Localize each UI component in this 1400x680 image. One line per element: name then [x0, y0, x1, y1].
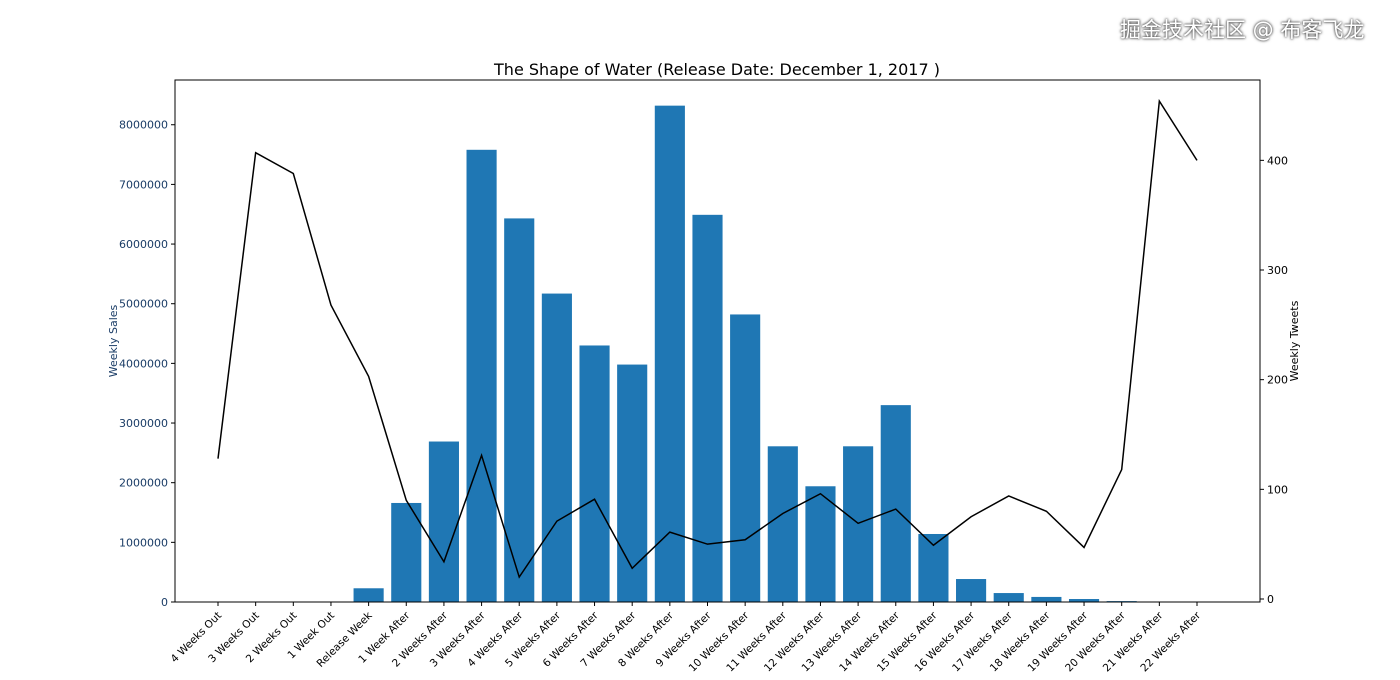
y-left-tick-label: 3000000	[119, 417, 168, 430]
bar	[655, 106, 685, 602]
bar	[579, 345, 609, 602]
y-right-tick-label: 0	[1267, 593, 1274, 606]
bar	[994, 593, 1024, 602]
y-right-tick-label: 300	[1267, 264, 1288, 277]
bar	[730, 314, 760, 602]
bar	[956, 579, 986, 602]
y-left-tick-label: 4000000	[119, 357, 168, 370]
bar	[617, 365, 647, 602]
y-right-tick-label: 400	[1267, 154, 1288, 167]
bar	[918, 534, 948, 602]
y-left-tick-label: 1000000	[119, 536, 168, 549]
y-right-tick-label: 200	[1267, 374, 1288, 387]
y-left-tick-label: 7000000	[119, 178, 168, 191]
bar	[1031, 597, 1061, 602]
bar	[354, 588, 384, 602]
y-left-tick-label: 5000000	[119, 298, 168, 311]
bar	[881, 405, 911, 602]
bar	[768, 446, 798, 602]
y-axis-right-label: Weekly Tweets	[1288, 300, 1301, 381]
bar	[805, 486, 835, 602]
watermark: 掘金技术社区 @ 布客飞龙	[1120, 14, 1364, 44]
y-left-tick-label: 8000000	[119, 119, 168, 132]
bar	[467, 150, 497, 602]
bar	[429, 442, 459, 602]
y-right-tick-label: 100	[1267, 483, 1288, 496]
bars-group	[354, 106, 1175, 602]
y-left-tick-label: 2000000	[119, 477, 168, 490]
chart-title: The Shape of Water (Release Date: Decemb…	[493, 60, 940, 79]
y-left-tick-label: 0	[161, 596, 168, 609]
y-left-tick-label: 6000000	[119, 238, 168, 251]
bar	[843, 446, 873, 602]
bar	[542, 294, 572, 602]
